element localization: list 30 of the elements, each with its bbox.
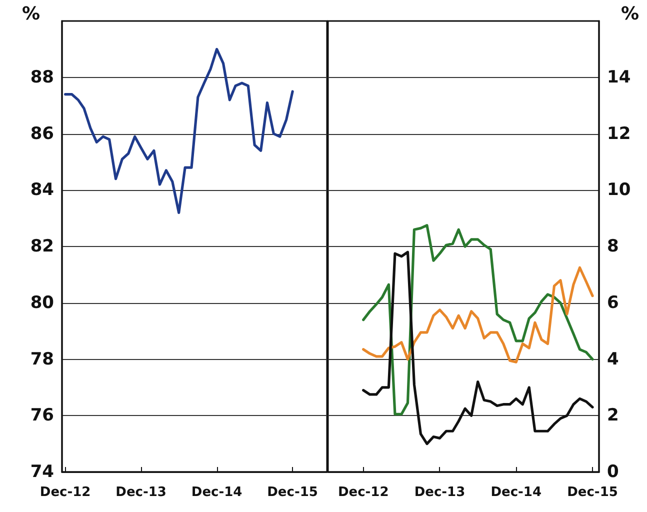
line-series (362, 250, 594, 446)
x-tick-label: Dec-14 (191, 485, 242, 500)
y-tick-label: 2 (607, 406, 619, 426)
y-tick-label: 88 (30, 67, 54, 88)
x-tick-label: Dec-12 (40, 485, 91, 500)
y-axis-title: % (621, 4, 640, 24)
y-tick-label: 74 (30, 462, 54, 482)
line-series (64, 48, 294, 214)
x-tick-label: Dec-13 (414, 485, 466, 500)
y-tick-label: 4 (607, 349, 619, 370)
y-tick-label: 78 (30, 349, 54, 370)
line-series (362, 224, 594, 416)
y-tick-label: 8 (607, 236, 619, 256)
y-tick-label: 12 (607, 124, 631, 144)
line-series (362, 266, 594, 364)
y-tick-label: 80 (30, 292, 54, 313)
y-tick-label: 84 (30, 180, 54, 200)
x-tick-label: Dec-13 (116, 485, 166, 500)
y-tick-label: 14 (607, 67, 631, 88)
y-tick-label: 10 (607, 180, 631, 200)
y-tick-label: 82 (30, 236, 54, 256)
y-tick-label: 76 (30, 406, 54, 426)
y-axis-title: % (22, 4, 40, 24)
x-tick-label: Dec-12 (338, 485, 389, 500)
y-tick-label: 0 (607, 462, 619, 482)
y-tick-label: 6 (607, 292, 619, 313)
x-tick-label: Dec-15 (567, 485, 618, 500)
y-tick-label: 86 (30, 124, 54, 144)
x-tick-label: Dec-14 (490, 485, 542, 500)
x-tick-label: Dec-15 (267, 485, 318, 500)
